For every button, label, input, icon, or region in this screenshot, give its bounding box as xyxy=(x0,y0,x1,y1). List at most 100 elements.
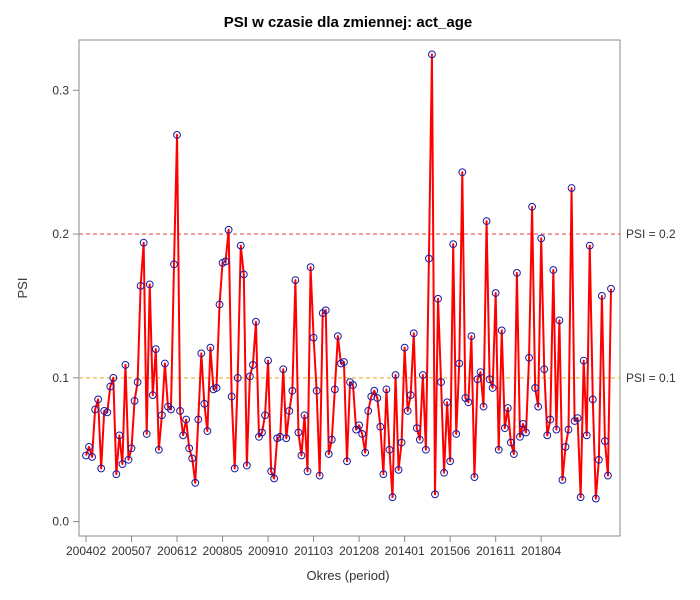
data-point-37 xyxy=(194,415,203,424)
data-point-14 xyxy=(124,455,133,464)
data-point-97 xyxy=(376,422,385,431)
data-point-51 xyxy=(236,241,245,250)
data-point-164 xyxy=(579,356,588,365)
data-point-74 xyxy=(306,263,315,272)
data-point-138 xyxy=(500,424,509,433)
data-point-145 xyxy=(522,428,530,437)
data-point-158 xyxy=(561,442,570,451)
x-tick-label-10: 201804 xyxy=(521,544,561,558)
data-point-149 xyxy=(534,402,543,411)
data-point-117 xyxy=(437,378,445,387)
x-tick-label-9: 201611 xyxy=(476,544,515,558)
data-point-110 xyxy=(415,435,424,444)
data-point-101 xyxy=(388,493,397,502)
data-point-102 xyxy=(391,371,400,379)
data-point-33 xyxy=(182,415,191,424)
data-point-118 xyxy=(440,468,448,477)
reference-line-label-0: PSI = 0.2 xyxy=(626,227,676,241)
data-point-152 xyxy=(543,431,552,440)
x-tick-label-5: 201103 xyxy=(294,544,333,558)
data-point-3 xyxy=(91,405,99,414)
data-point-31 xyxy=(176,407,184,415)
x-tick-label-0: 200402 xyxy=(66,544,106,558)
data-point-139 xyxy=(503,404,512,412)
data-point-103 xyxy=(394,465,403,474)
data-point-44 xyxy=(215,300,224,309)
data-point-81 xyxy=(327,435,336,444)
data-point-142 xyxy=(513,269,521,277)
data-point-15 xyxy=(127,444,136,453)
y-axis-label: PSI xyxy=(15,278,30,299)
data-point-169 xyxy=(594,455,603,464)
data-point-82 xyxy=(330,385,339,394)
y-tick-label-0: 0.0 xyxy=(52,515,69,529)
data-point-65 xyxy=(279,365,288,374)
data-point-116 xyxy=(434,294,442,303)
data-point-150 xyxy=(537,234,546,243)
data-point-115 xyxy=(431,490,439,499)
data-point-140 xyxy=(506,438,515,447)
data-point-107 xyxy=(406,391,415,400)
data-point-98 xyxy=(379,470,388,479)
data-point-77 xyxy=(315,471,324,480)
data-point-60 xyxy=(264,356,272,365)
data-point-19 xyxy=(139,238,148,247)
y-tick-label-2: 0.2 xyxy=(52,227,69,241)
data-point-8 xyxy=(106,382,115,391)
data-point-151 xyxy=(540,365,549,374)
data-point-10 xyxy=(112,470,121,479)
data-point-147 xyxy=(528,202,536,211)
data-point-28 xyxy=(167,405,175,414)
data-point-143 xyxy=(516,432,524,441)
data-point-129 xyxy=(473,375,482,384)
y-axis: 0.0 0.1 0.2 0.3 xyxy=(52,83,79,529)
data-point-40 xyxy=(203,427,212,435)
data-point-20 xyxy=(142,430,151,438)
data-point-99 xyxy=(382,385,391,394)
data-point-58 xyxy=(258,428,266,437)
data-point-95 xyxy=(370,386,379,395)
chart-title: PSI w czasie dla zmiennej: act_age xyxy=(224,14,472,31)
data-point-146 xyxy=(525,353,533,362)
data-point-50 xyxy=(233,373,242,382)
data-point-34 xyxy=(185,444,194,453)
data-point-135 xyxy=(491,289,500,297)
data-point-72 xyxy=(300,411,309,420)
data-point-1 xyxy=(85,442,93,451)
data-point-68 xyxy=(288,386,297,395)
data-point-93 xyxy=(364,407,373,415)
data-point-13 xyxy=(121,361,130,369)
data-point-90 xyxy=(355,421,364,430)
data-point-46 xyxy=(221,257,230,266)
data-point-92 xyxy=(361,448,370,457)
data-point-123 xyxy=(455,359,464,368)
data-point-47 xyxy=(224,225,233,234)
data-point-69 xyxy=(291,276,300,284)
data-point-73 xyxy=(303,467,312,476)
data-point-17 xyxy=(133,378,142,387)
data-point-21 xyxy=(145,280,154,289)
data-point-137 xyxy=(497,326,506,335)
data-point-9 xyxy=(109,373,118,382)
data-point-131 xyxy=(479,402,488,411)
data-point-96 xyxy=(373,394,382,402)
data-point-88 xyxy=(349,381,357,389)
data-point-25 xyxy=(157,411,166,420)
reference-lines: PSI = 0.2 PSI = 0.1 xyxy=(79,227,676,385)
data-point-121 xyxy=(449,240,458,249)
y-tick-label-1: 0.1 xyxy=(52,371,69,385)
data-point-11 xyxy=(115,431,124,440)
data-point-109 xyxy=(412,424,421,433)
data-point-155 xyxy=(552,425,561,434)
data-point-24 xyxy=(154,445,163,454)
x-tick-label-2: 200612 xyxy=(157,544,197,558)
data-point-16 xyxy=(130,396,139,405)
data-point-36 xyxy=(191,478,200,487)
data-point-76 xyxy=(312,386,321,395)
y-tick-label-3: 0.3 xyxy=(52,83,69,97)
data-point-43 xyxy=(212,384,221,392)
data-point-48 xyxy=(227,392,236,401)
data-point-91 xyxy=(358,430,367,438)
data-point-22 xyxy=(148,391,157,400)
